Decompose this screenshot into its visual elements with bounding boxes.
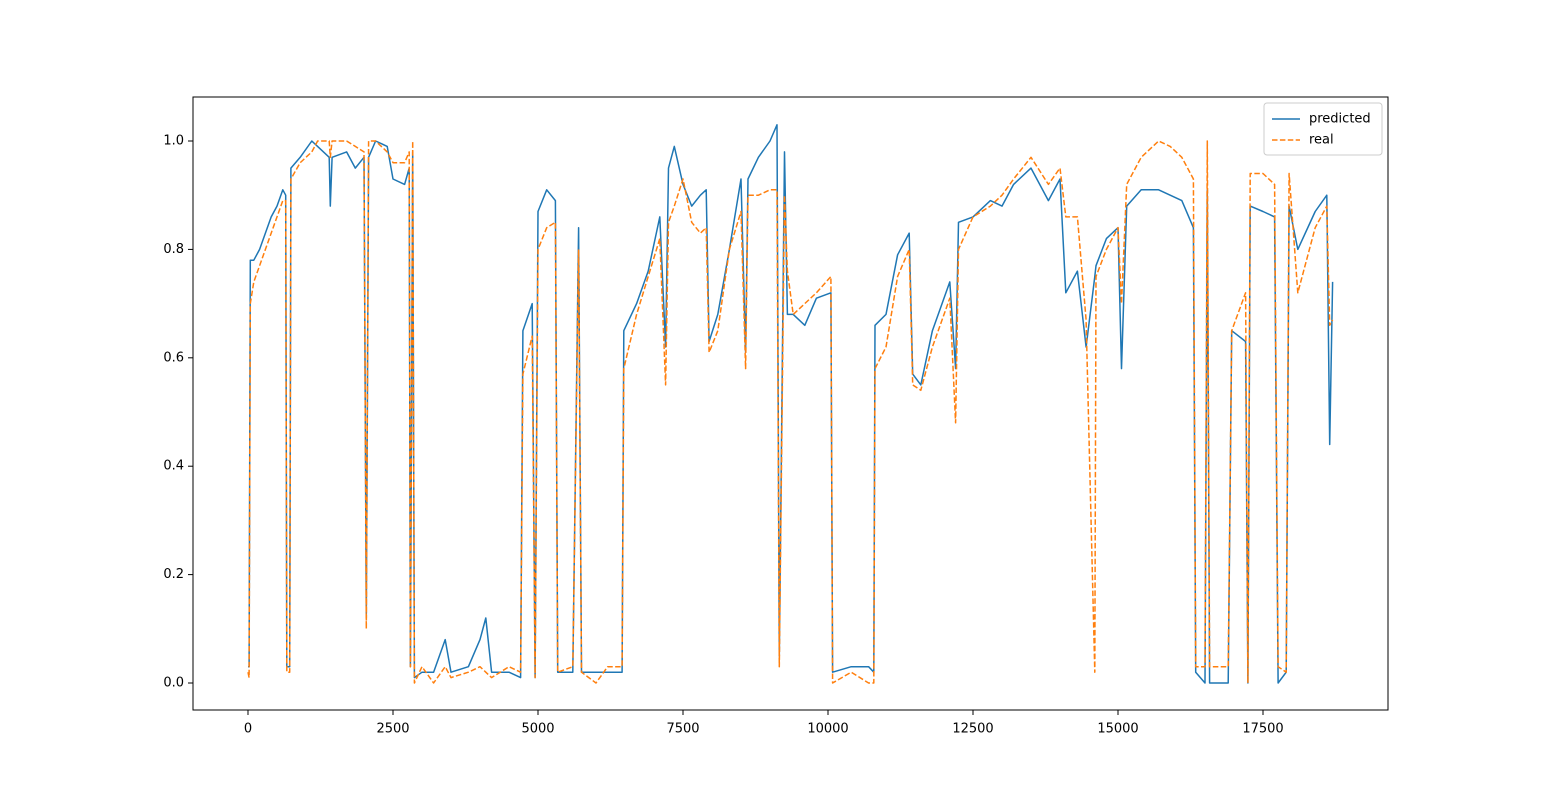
x-tick-label: 2500 — [376, 722, 409, 737]
y-tick-label: 0.2 — [163, 567, 184, 582]
x-tick-label: 15000 — [1097, 722, 1138, 737]
y-tick-label: 0.4 — [163, 459, 184, 474]
legend-label: real — [1309, 133, 1334, 148]
series-line — [248, 124, 1334, 684]
x-tick-label: 0 — [244, 722, 252, 737]
legend-box — [1263, 102, 1383, 156]
x-tick-label: 12500 — [952, 722, 993, 737]
x-tick-label: 10000 — [807, 722, 848, 737]
y-tick-label: 0.6 — [163, 350, 184, 365]
series-line — [247, 140, 1334, 684]
x-tick-label: 7500 — [666, 722, 699, 737]
legend-label: predicted — [1309, 112, 1371, 127]
x-tick-label: 5000 — [521, 722, 554, 737]
y-tick-label: 1.0 — [163, 134, 184, 149]
plot-frame — [192, 96, 1389, 711]
y-tick-label: 0.8 — [163, 242, 184, 257]
x-tick-label: 17500 — [1242, 722, 1283, 737]
y-tick-label: 0.0 — [163, 676, 184, 691]
